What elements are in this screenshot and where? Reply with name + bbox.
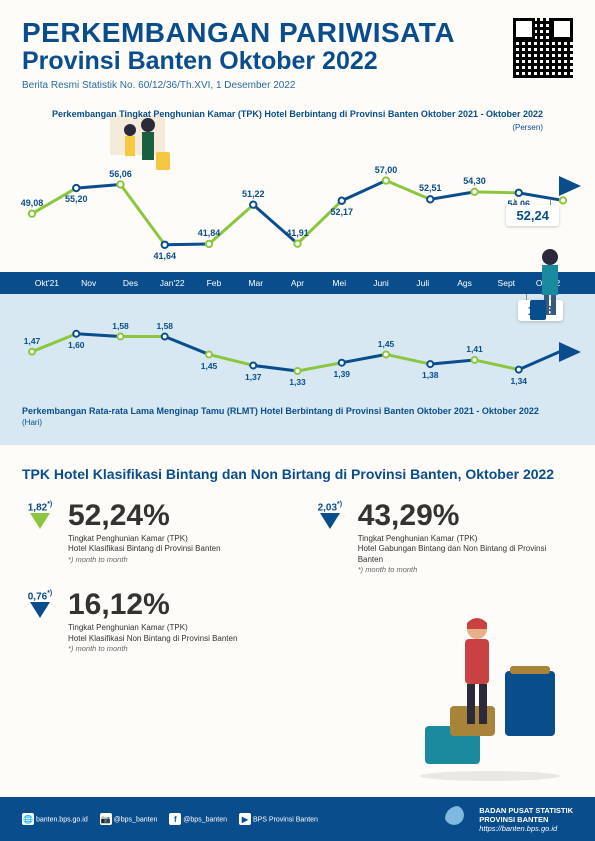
trend-arrow-icon — [559, 342, 581, 362]
stat-description: Tingkat Penghunian Kamar (TPK)Hotel Gabu… — [358, 534, 572, 565]
page-subtitle: Provinsi Banten Oktober 2022 — [22, 47, 455, 76]
chart-value-label: 1,58 — [156, 321, 173, 331]
chart-value-label: 52,17 — [330, 207, 353, 217]
stat-mtm: *) month to month — [68, 555, 221, 564]
chart-value-label: 54,30 — [463, 176, 486, 186]
stat-indicator: 2,03*) — [312, 501, 348, 574]
stat-item: 0,76*) 16,12% Tingkat Penghunian Kamar (… — [22, 590, 282, 653]
traveler-illustration — [525, 245, 575, 325]
month-label: Sept — [485, 278, 527, 288]
stat-mtm: *) month to month — [68, 644, 237, 653]
chart1-title: Perkembangan Tingkat Penghunian Kamar (T… — [22, 109, 543, 121]
social-item: 📷 @bps_banten — [100, 813, 158, 825]
chart-value-label: 57,00 — [375, 165, 398, 175]
chart-value-label: 1,47 — [24, 336, 41, 346]
chart1-callout: 52,24 — [506, 205, 559, 226]
stat-body: 16,12% Tingkat Penghunian Kamar (TPK)Hot… — [68, 590, 237, 653]
social-icon: f — [169, 813, 181, 825]
stat-item: 2,03*) 43,29% Tingkat Penghunian Kamar (… — [312, 501, 572, 574]
month-label: Feb — [193, 278, 235, 288]
org-line1: BADAN PUSAT STATISTIK — [479, 806, 573, 815]
social-icon: 📷 — [100, 813, 112, 825]
org-url: https://banten.bps.go.id — [479, 824, 557, 833]
chart-value-label: 1,41 — [466, 344, 483, 354]
chart2-title: Perkembangan Rata-rata Lama Menginap Tam… — [22, 406, 573, 418]
chart1-unit: (Persen) — [22, 123, 543, 132]
stat-value: 43,29% — [358, 501, 572, 531]
chart-value-label: 41,91 — [286, 228, 309, 238]
month-label: Jan'22 — [151, 278, 193, 288]
org-line2: PROVINSI BANTEN — [479, 815, 548, 824]
qr-code-icon — [513, 18, 573, 78]
chart1-section: Perkembangan Tingkat Penghunian Kamar (T… — [0, 109, 595, 272]
chart-value-label: 1,33 — [289, 377, 306, 387]
header: PERKEMBANGAN PARIWISATA Provinsi Banten … — [0, 0, 595, 99]
chart-value-label: 1,45 — [201, 361, 218, 371]
month-label: Nov — [68, 278, 110, 288]
social-links: 🌐 banten.bps.go.id 📷 @bps_banten f @bps_ba… — [22, 813, 318, 825]
chart-value-label: 1,37 — [245, 372, 262, 382]
stat-body: 52,24% Tingkat Penghunian Kamar (TPK)Hot… — [68, 501, 221, 574]
reference-line: Berita Resmi Statistik No. 60/12/36/Th.X… — [22, 80, 455, 91]
bps-logo-icon — [445, 806, 471, 832]
chart-value-label: 1,39 — [333, 369, 350, 379]
stat-indicator-value: 0,76*) — [28, 590, 53, 602]
month-label: Juni — [360, 278, 402, 288]
chart2-unit: (Hari) — [22, 418, 573, 427]
chart-value-label: 1,34 — [510, 376, 527, 386]
stat-mtm: *) month to month — [358, 565, 572, 574]
stat-description: Tingkat Penghunian Kamar (TPK)Hotel Klas… — [68, 623, 237, 644]
social-item: f @bps_banten — [169, 813, 227, 825]
chart-value-label: 41,84 — [198, 228, 221, 238]
stat-indicator-value: 1,82*) — [28, 501, 53, 513]
month-label: Okt'21 — [26, 278, 68, 288]
chart-value-label: 41,64 — [153, 251, 176, 261]
month-label: Mar — [235, 278, 277, 288]
chart-value-label: 56,06 — [109, 169, 132, 179]
chart-value-label: 1,58 — [112, 321, 129, 331]
chart-value-label: 55,20 — [65, 194, 88, 204]
month-label: Mei — [318, 278, 360, 288]
chart-value-label: 1,60 — [68, 340, 85, 350]
stat-indicator-value: 2,03*) — [318, 501, 343, 513]
stat-body: 43,29% Tingkat Penghunian Kamar (TPK)Hot… — [358, 501, 572, 574]
chart1: 49,08 55,20 56,06 41,64 41,84 51,22 41,91 52,17… — [22, 152, 573, 272]
month-label: Apr — [277, 278, 319, 288]
stat-value: 16,12% — [68, 590, 237, 620]
arrow-down-icon — [320, 513, 340, 529]
social-item: ▶ BPS Provinsi Banten — [239, 813, 318, 825]
social-item: 🌐 banten.bps.go.id — [22, 813, 88, 825]
month-label: Ags — [444, 278, 486, 288]
month-label: Juli — [402, 278, 444, 288]
chart-value-label: 1,38 — [422, 370, 439, 380]
month-axis-bar: Okt'21NovDesJan'22FebMarAprMeiJuniJuliAg… — [0, 272, 595, 294]
stat-indicator: 0,76*) — [22, 590, 58, 653]
footer: 🌐 banten.bps.go.id 📷 @bps_banten f @bps_ba… — [0, 797, 595, 841]
chart2-section: 1,48 1,471,601,581,581,451,371,331,391,4… — [0, 294, 595, 445]
social-icon: ▶ — [239, 813, 251, 825]
stat-description: Tingkat Penghunian Kamar (TPK)Hotel Klas… — [68, 534, 221, 555]
org-block: BADAN PUSAT STATISTIK PROVINSI BANTEN ht… — [445, 806, 573, 833]
page-title: PERKEMBANGAN PARIWISATA — [22, 18, 455, 47]
chart-value-label: 51,22 — [242, 189, 265, 199]
social-icon: 🌐 — [22, 813, 34, 825]
chart2: 1,48 1,471,601,581,581,451,371,331,391,4… — [22, 304, 573, 394]
chart-value-label: 52,51 — [419, 183, 442, 193]
stats-title: TPK Hotel Klasifikasi Bintang dan Non Bi… — [22, 465, 573, 483]
chart-value-label: 49,08 — [21, 198, 44, 208]
stat-value: 52,24% — [68, 501, 221, 531]
arrow-down-icon — [30, 513, 50, 529]
stat-item: 1,82*) 52,24% Tingkat Penghunian Kamar (… — [22, 501, 282, 574]
stat-indicator: 1,82*) — [22, 501, 58, 574]
bellhop-illustration — [415, 611, 565, 781]
chart-value-label: 1,45 — [378, 339, 395, 349]
month-label: Des — [110, 278, 152, 288]
arrow-down-icon — [30, 602, 50, 618]
trend-arrow-icon — [559, 176, 581, 196]
